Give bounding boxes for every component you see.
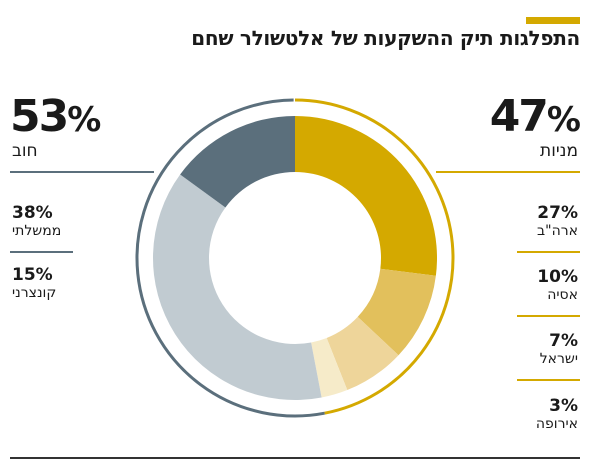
europe-percent: 3% xyxy=(549,396,578,416)
donut-slice-3 xyxy=(326,316,399,391)
us-percent: 27% xyxy=(537,203,578,223)
corporate-label: קונצרני xyxy=(12,285,57,301)
equity-header-divider xyxy=(436,171,580,173)
donut-slice-1 xyxy=(295,116,437,276)
debt-group-arc xyxy=(135,98,325,418)
donut-slice-4 xyxy=(311,337,348,398)
donut-slices xyxy=(153,116,437,400)
asia-percent: 10% xyxy=(537,267,578,287)
government-label: ממשלתי xyxy=(12,223,62,239)
debt-label: חוב xyxy=(12,141,38,161)
us-label: ארה"ב xyxy=(537,223,578,239)
bottom-rule xyxy=(10,457,580,459)
title-accent-bar xyxy=(526,17,580,24)
asia-divider xyxy=(517,315,580,317)
corporate-percent: 15% xyxy=(12,265,53,285)
israel-label: ישראל xyxy=(539,351,578,367)
asia-label: אסיה xyxy=(547,287,578,303)
europe-label: אירופה xyxy=(535,416,578,432)
israel-divider xyxy=(517,379,580,381)
israel-percent: 7% xyxy=(549,331,578,351)
donut-slice-6 xyxy=(180,116,295,208)
government-divider xyxy=(10,251,73,253)
donut-slice-2 xyxy=(357,268,436,356)
debt-header-divider xyxy=(10,171,154,173)
government-percent: 38% xyxy=(12,203,53,223)
us-divider xyxy=(517,251,580,253)
debt-percent: 53% xyxy=(10,91,101,142)
equity-label: מניות xyxy=(540,141,578,161)
equity-group-arc xyxy=(294,98,455,415)
chart-title: התפלגות תיק ההשקעות של אלטשולר שחם xyxy=(191,26,580,50)
equity-percent: 47% xyxy=(489,91,581,142)
donut-slice-5 xyxy=(153,174,322,400)
